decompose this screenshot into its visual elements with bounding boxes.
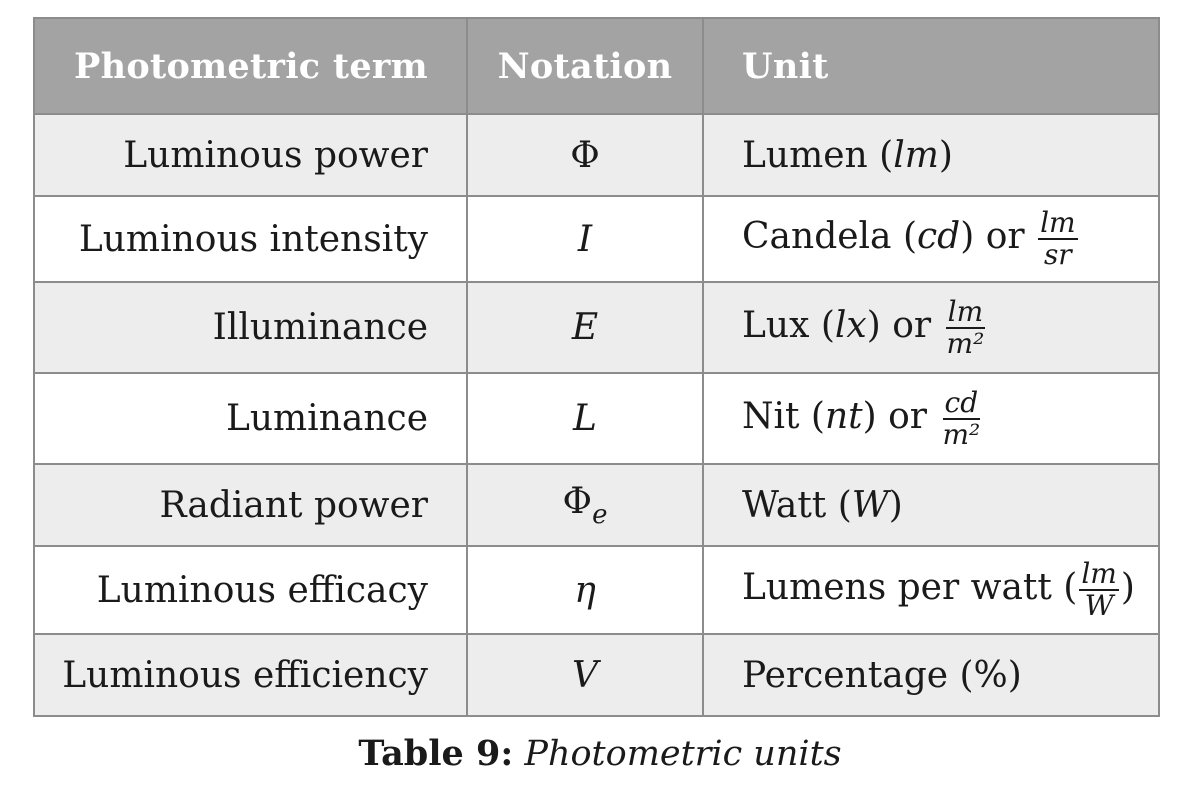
unit-text: Nit (	[742, 395, 825, 437]
fraction-denominator: sr	[1043, 238, 1072, 271]
table-row: Luminous efficacy η Lumens per watt (lm W…	[33, 545, 1160, 635]
notation-cell: V	[466, 633, 704, 717]
term-cell: Illuminance	[33, 281, 468, 374]
unit-close: ) or	[862, 395, 927, 437]
unit-fraction: lm sr	[1038, 209, 1078, 269]
unit-symbol: W	[851, 484, 889, 526]
unit-cell: Watt (W)	[702, 463, 1160, 547]
fraction-numerator: lm	[945, 294, 986, 329]
term-cell: Radiant power	[33, 463, 468, 547]
unit-close: )	[1120, 567, 1135, 608]
notation-cell: Φ	[466, 113, 704, 197]
unit-symbol: lm	[893, 134, 939, 176]
unit-fraction: cd m²	[940, 385, 982, 451]
table-row: Luminance L Nit (nt) or cd m²	[33, 372, 1160, 465]
term-cell: Luminous intensity	[33, 195, 468, 283]
notation-symbol: V	[572, 654, 598, 696]
unit-close: )	[888, 484, 903, 526]
notation-cell: E	[466, 281, 704, 374]
notation-symbol: L	[573, 398, 597, 439]
unit-fraction: lm W	[1079, 560, 1119, 620]
unit-cell: Lumen (lm)	[702, 113, 1160, 197]
unit-text: Watt (	[742, 484, 852, 526]
fraction-denominator: W	[1084, 589, 1114, 622]
header-unit: Unit	[702, 17, 1160, 115]
unit-cell: Nit (nt) or cd m²	[702, 372, 1160, 465]
term-cell: Luminous efficacy	[33, 545, 468, 635]
unit-text: Lux (	[742, 304, 835, 346]
fraction-numerator: lm	[1079, 557, 1119, 591]
unit-close: )	[938, 134, 953, 176]
unit-close: ) or	[960, 216, 1025, 257]
unit-close: ) or	[866, 304, 932, 346]
header-notation: Notation	[466, 17, 704, 115]
notation-cell: I	[466, 195, 704, 283]
table-header-row: Photometric term Notation Unit	[33, 17, 1160, 115]
unit-text: Lumens per watt (	[742, 567, 1078, 608]
notation-cell: Φe	[466, 463, 704, 547]
caption-text: Photometric units	[524, 734, 842, 774]
table-row: Illuminance E Lux (lx) or lm m²	[33, 281, 1160, 374]
unit-symbol: lx	[834, 304, 867, 346]
table-row: Luminous intensity I Candela (cd) or lm s…	[33, 195, 1160, 283]
unit-symbol: nt	[824, 395, 863, 437]
term-cell: Luminous efficiency	[33, 633, 468, 717]
fraction-numerator: lm	[1038, 206, 1078, 240]
table-row: Luminous efficiency V Percentage (%)	[33, 633, 1160, 717]
unit-text: Candela (	[742, 216, 918, 257]
unit-fraction: lm m²	[945, 294, 987, 360]
term-cell: Luminance	[33, 372, 468, 465]
unit-text: Percentage (%)	[742, 654, 1022, 696]
photometric-units-table-container: Photometric term Notation Unit Luminous …	[33, 17, 1160, 717]
notation-symbol: η	[574, 569, 596, 611]
fraction-denominator: m²	[946, 326, 985, 360]
unit-text: Lumen (	[742, 134, 894, 176]
header-photometric-term: Photometric term	[33, 17, 468, 115]
table-row: Luminous power Φ Lumen (lm)	[33, 113, 1160, 197]
fraction-numerator: cd	[942, 385, 981, 420]
table-row: Radiant power Φe Watt (W)	[33, 463, 1160, 547]
notation-symbol: Φ	[562, 480, 593, 522]
unit-symbol: cd	[917, 216, 961, 257]
notation-cell: L	[466, 372, 704, 465]
notation-symbol: Φ	[570, 134, 600, 176]
photometric-units-table: Photometric term Notation Unit Luminous …	[33, 17, 1160, 717]
unit-cell: Candela (cd) or lm sr	[702, 195, 1160, 283]
notation-cell: η	[466, 545, 704, 635]
unit-cell: Lumens per watt (lm W)	[702, 545, 1160, 635]
notation-subscript: e	[592, 499, 608, 530]
unit-cell: Lux (lx) or lm m²	[702, 281, 1160, 374]
fraction-denominator: m²	[942, 417, 981, 451]
notation-symbol: I	[577, 218, 593, 260]
caption-label: Table 9:	[358, 733, 514, 774]
unit-cell: Percentage (%)	[702, 633, 1160, 717]
table-caption: Table 9: Photometric units	[0, 733, 1200, 774]
term-cell: Luminous power	[33, 113, 468, 197]
notation-symbol: E	[571, 307, 599, 348]
